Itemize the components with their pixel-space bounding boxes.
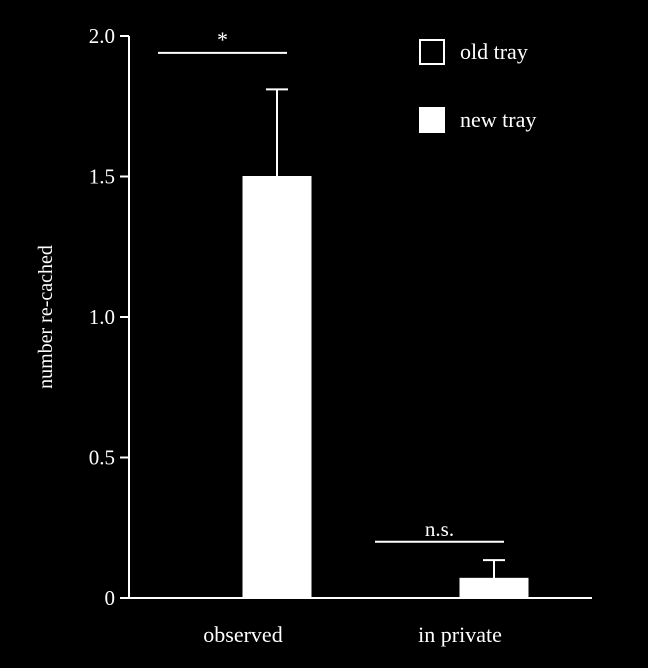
significance-markers: * n.s. <box>158 27 504 543</box>
y-tick-label: 1.5 <box>89 165 115 189</box>
y-tick-label: 1.0 <box>89 305 115 329</box>
legend-label: old tray <box>460 39 528 64</box>
x-tick-label: observed <box>203 622 282 647</box>
bar <box>242 176 312 599</box>
x-tick-labels: observed in private <box>203 622 502 647</box>
y-tick-label: 0 <box>105 586 116 610</box>
bar <box>459 577 529 599</box>
y-axis-label: number re-cached <box>35 245 57 389</box>
y-tick-label: 0.5 <box>89 446 115 470</box>
bars <box>242 176 529 599</box>
significance-label: n.s. <box>425 517 454 541</box>
y-ticks: 0 0.5 1.0 1.5 2.0 <box>89 24 129 610</box>
legend: old tray new tray <box>419 39 536 133</box>
legend-label: new tray <box>460 107 536 132</box>
y-tick-label: 2.0 <box>89 24 115 48</box>
legend-swatch <box>419 107 445 133</box>
legend-swatch <box>419 39 445 65</box>
error-bars <box>266 88 505 579</box>
significance-label: * <box>217 27 228 52</box>
x-tick-label: in private <box>418 622 502 647</box>
